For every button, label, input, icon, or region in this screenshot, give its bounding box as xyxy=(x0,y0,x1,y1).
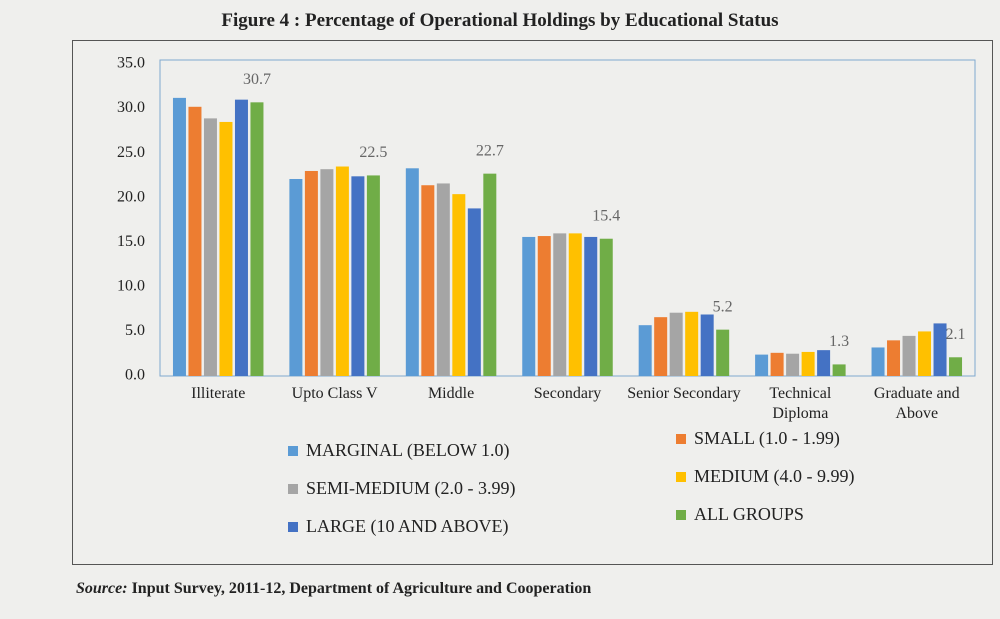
bar xyxy=(421,185,435,376)
bar xyxy=(250,102,264,377)
bar xyxy=(871,347,885,376)
bar xyxy=(320,169,334,376)
legend-entry: LARGE (10 AND ABOVE) xyxy=(288,516,509,537)
bar xyxy=(467,208,481,376)
data-label: 1.3 xyxy=(829,333,849,350)
source: Source: Input Survey, 2011-12, Departmen… xyxy=(76,580,591,598)
y-tick-label: 20.0 xyxy=(117,188,145,205)
bar xyxy=(817,350,831,376)
bar xyxy=(452,194,466,376)
bar xyxy=(584,236,598,376)
legend-entry: MEDIUM (4.0 - 9.99) xyxy=(676,466,854,487)
x-tick-label: Upto Class V xyxy=(291,385,378,402)
bar xyxy=(801,351,815,376)
plot-area xyxy=(159,59,976,377)
bar xyxy=(351,176,365,376)
bar xyxy=(219,121,233,376)
legend-entry: SEMI-MEDIUM (2.0 - 3.99) xyxy=(288,478,515,499)
y-tick-label: 0.0 xyxy=(125,367,145,384)
data-label: 22.7 xyxy=(476,142,504,159)
bar xyxy=(949,357,963,376)
data-label: 2.1 xyxy=(946,326,966,343)
bar xyxy=(568,233,582,376)
bar xyxy=(553,233,567,376)
bar xyxy=(669,312,683,376)
y-tick-label: 25.0 xyxy=(117,144,145,161)
legend-swatch xyxy=(288,483,298,494)
legend-label: ALL GROUPS xyxy=(694,504,804,524)
data-label: 5.2 xyxy=(713,298,733,315)
x-tick-label: Graduate and Above xyxy=(873,385,960,422)
bar xyxy=(599,238,613,376)
bar xyxy=(483,173,497,376)
legend-swatch xyxy=(676,471,686,482)
bar xyxy=(188,106,202,376)
y-tick-label: 15.0 xyxy=(117,233,145,250)
bar xyxy=(366,175,380,376)
legend-label: MARGINAL (BELOW 1.0) xyxy=(306,440,510,460)
bar xyxy=(436,183,450,376)
bar xyxy=(918,331,932,376)
bar xyxy=(887,340,901,376)
data-label: 30.7 xyxy=(243,71,271,88)
bar xyxy=(172,97,186,377)
bar xyxy=(654,317,668,376)
bar xyxy=(786,353,800,376)
bar xyxy=(537,236,551,376)
bar xyxy=(304,170,318,376)
legend-swatch xyxy=(288,521,298,532)
bar xyxy=(902,335,916,376)
bar xyxy=(405,168,419,376)
source-label: Source: xyxy=(76,580,128,597)
bar xyxy=(700,314,714,376)
x-tick-label: Middle xyxy=(427,385,475,402)
legend-label: LARGE (10 AND ABOVE) xyxy=(306,516,509,536)
legend-entry: SMALL (1.0 - 1.99) xyxy=(676,428,840,449)
bar xyxy=(638,325,652,376)
chart-frame xyxy=(72,40,993,565)
legend-swatch xyxy=(288,445,298,456)
bar xyxy=(203,118,217,377)
bar xyxy=(335,166,349,376)
bar xyxy=(832,364,846,376)
bar xyxy=(685,311,699,376)
legend-swatch xyxy=(676,433,686,444)
legend-label: MEDIUM (4.0 - 9.99) xyxy=(694,466,855,486)
legend-entry: MARGINAL (BELOW 1.0) xyxy=(288,440,509,461)
source-text: Input Survey, 2011-12, Department of Agr… xyxy=(131,580,592,597)
legend-swatch xyxy=(676,509,686,520)
x-tick-label: Senior Secondary xyxy=(627,385,741,402)
y-tick-label: 30.0 xyxy=(117,99,145,116)
bar xyxy=(716,329,730,376)
bar xyxy=(289,178,303,376)
bar xyxy=(522,236,536,376)
x-tick-label: Illiterate xyxy=(191,385,246,402)
chart-title: Figure 4 : Percentage of Operational Hol… xyxy=(221,10,779,31)
bar xyxy=(234,99,248,377)
bar xyxy=(933,323,947,376)
bar xyxy=(755,354,769,376)
data-label: 22.5 xyxy=(359,144,387,161)
y-tick-label: 5.0 xyxy=(125,322,145,339)
data-label: 15.4 xyxy=(592,207,620,224)
x-tick-label: Secondary xyxy=(533,385,602,402)
bar xyxy=(770,352,784,376)
x-tick-label: Technical Diploma xyxy=(769,385,832,422)
legend-label: SEMI-MEDIUM (2.0 - 3.99) xyxy=(306,478,516,498)
legend-entry: ALL GROUPS xyxy=(676,504,804,525)
y-tick-label: 10.0 xyxy=(117,278,145,295)
legend-label: SMALL (1.0 - 1.99) xyxy=(694,428,840,448)
y-tick-label: 35.0 xyxy=(117,55,145,72)
